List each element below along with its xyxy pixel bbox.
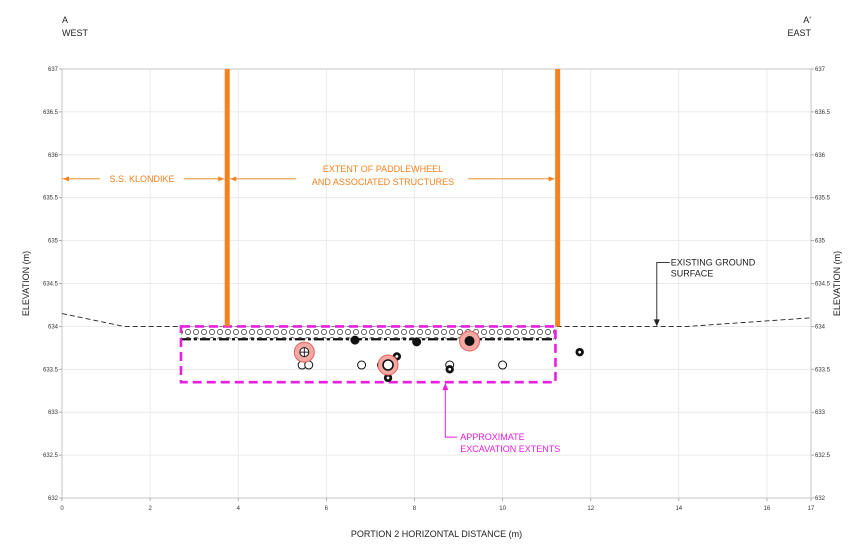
x-tick-label: 12 — [587, 506, 594, 512]
paddle-arrow-left — [230, 176, 237, 182]
sample-point-solid — [350, 335, 360, 345]
sample-point-open — [498, 360, 508, 370]
paddle-arrow-right — [548, 176, 555, 182]
y-tick-label-right: 636.5 — [815, 110, 831, 116]
y-tick-label-left: 634 — [48, 324, 59, 330]
sample-point-solid — [412, 337, 422, 347]
x-axis-label: PORTION 2 HORIZONTAL DISTANCE (m) — [351, 529, 522, 539]
y-tick-label-right: 633.5 — [815, 367, 831, 373]
ground-callout-arrow — [653, 319, 660, 327]
x-tick-label: 0 — [60, 506, 64, 512]
x-tick-label: 14 — [675, 506, 682, 512]
sample-points — [293, 330, 584, 383]
y-axis-label-right: ELEVATION (m) — [832, 251, 842, 316]
y-tick-label-left: 637 — [48, 67, 59, 73]
direction-label-west: WEST — [62, 28, 89, 38]
excavation-callout-leader — [444, 387, 458, 438]
excavation-callout-arrow — [442, 383, 449, 391]
y-tick-label-right: 637 — [815, 67, 826, 73]
section-label-left: A — [62, 15, 68, 25]
ground-callout-leader — [656, 261, 670, 323]
y-tick-label-right: 635 — [815, 239, 826, 245]
annotation-ground-line2: SURFACE — [671, 268, 714, 278]
y-tick-label-left: 633.5 — [43, 367, 59, 373]
dimension-lines — [62, 176, 555, 182]
y-tick-label-left: 635 — [48, 239, 59, 245]
fill-band — [180, 326, 556, 340]
sample-point-dot-center — [386, 376, 390, 380]
y-tick-label-right: 632.5 — [815, 453, 831, 459]
y-tick-label-left: 634.5 — [43, 282, 59, 288]
annotation-excavation-line1: APPROXIMATE — [460, 432, 524, 442]
klondike-arrow-left — [63, 176, 69, 182]
y-axis-label-left: ELEVATION (m) — [21, 251, 31, 316]
annotation-excavation-line2: EXCAVATION EXTENTS — [460, 444, 560, 454]
sample-point-dot-center — [395, 355, 399, 358]
annotation-paddlewheel-line1: EXTENT OF PADDLEWHEEL — [323, 164, 443, 174]
y-tick-label-right: 636 — [815, 153, 826, 159]
x-tick-label: 16 — [764, 506, 771, 512]
x-tick-label: 17 — [808, 506, 815, 512]
x-tick-label: 6 — [325, 506, 329, 512]
excavation-extents-outline — [179, 325, 557, 384]
x-tick-label: 8 — [413, 506, 417, 512]
annotation-paddlewheel-line2: AND ASSOCIATED STRUCTURES — [312, 177, 454, 187]
y-tick-label-right: 634 — [815, 324, 826, 330]
sample-point-solid-highlight — [464, 335, 475, 346]
sample-point-open — [357, 360, 367, 370]
y-tick-label-right: 634.5 — [815, 282, 831, 288]
x-tick-label: 10 — [499, 506, 506, 512]
sample-point-dot-center — [448, 367, 452, 371]
callout-leaders — [442, 261, 670, 438]
annotation-ss-klondike: S.S. KLONDIKE — [109, 174, 174, 184]
y-tick-label-left: 636.5 — [43, 110, 59, 116]
x-tick-label: 2 — [148, 506, 152, 512]
direction-label-east: EAST — [787, 28, 811, 38]
sample-point-dot-center — [578, 350, 582, 354]
y-tick-label-left: 633 — [48, 410, 59, 416]
y-tick-label-right: 635.5 — [815, 196, 831, 202]
plot-frame — [61, 68, 812, 499]
y-tick-label-left: 632 — [48, 496, 59, 502]
y-tick-label-left: 632.5 — [43, 453, 59, 459]
section-label-right: A' — [803, 15, 811, 25]
sample-point-open-highlight — [382, 359, 394, 371]
klondike-arrow-right — [218, 176, 225, 182]
y-tick-label-right: 633 — [815, 410, 826, 416]
x-tick-label: 4 — [237, 506, 241, 512]
y-tick-label-left: 635.5 — [43, 196, 59, 202]
y-tick-label-right: 632 — [815, 496, 826, 502]
existing-ground-surface-line — [61, 313, 812, 327]
annotation-ground-line1: EXISTING GROUND — [671, 257, 756, 267]
y-tick-label-left: 636 — [48, 153, 59, 159]
